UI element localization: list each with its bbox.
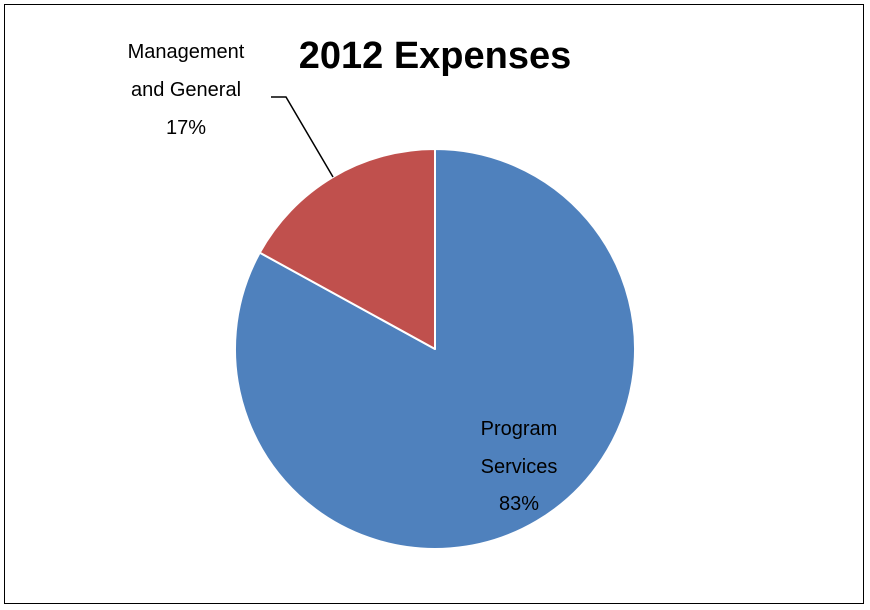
slice-value-label: 83% [499,493,539,515]
slice-label-line: and General [131,79,241,101]
pie-slice-management-general [258,148,436,350]
slice-label-program: Program Services 83% [481,418,558,515]
slice-label-line: Services [481,456,558,478]
leader-line [271,96,334,178]
slice-label-line: Program [481,418,558,440]
chart-title: 2012 Expenses [299,35,572,77]
slice-label-line: Management [128,41,245,63]
slice-label-management: Management and General 17% [128,41,245,139]
slice-value-label: 17% [166,117,206,139]
pie-slices [234,148,636,550]
